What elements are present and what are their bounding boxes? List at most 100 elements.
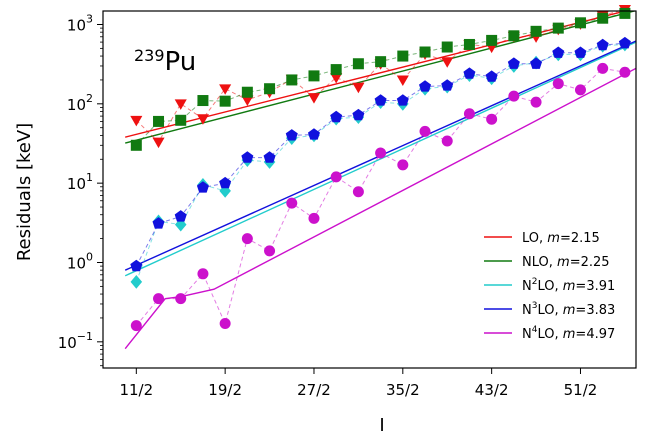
y-tick-label: 101 bbox=[67, 171, 93, 193]
data-point bbox=[174, 99, 187, 110]
data-point bbox=[152, 137, 165, 149]
data-point bbox=[508, 30, 520, 42]
data-point bbox=[419, 46, 431, 58]
data-point bbox=[374, 94, 387, 106]
data-point bbox=[619, 7, 631, 19]
data-point bbox=[330, 64, 342, 76]
data-point bbox=[264, 245, 276, 257]
x-tick-label: 51/2 bbox=[564, 381, 598, 399]
y-tick-label: 102 bbox=[67, 92, 93, 114]
data-point bbox=[219, 95, 231, 107]
data-point bbox=[397, 159, 409, 171]
data-point bbox=[130, 115, 143, 127]
data-point bbox=[330, 171, 342, 183]
data-point bbox=[618, 36, 631, 49]
fit-line bbox=[124, 41, 636, 277]
data-point bbox=[441, 79, 454, 91]
data-point bbox=[419, 80, 432, 92]
data-point bbox=[264, 83, 276, 95]
data-point bbox=[463, 108, 475, 120]
data-point bbox=[352, 186, 364, 198]
data-point bbox=[530, 96, 542, 108]
data-point bbox=[330, 110, 343, 123]
data-point bbox=[130, 139, 142, 151]
y-tick-label: 10−1 bbox=[58, 330, 93, 352]
data-point bbox=[197, 268, 209, 280]
data-point bbox=[486, 113, 498, 125]
data-point bbox=[219, 318, 231, 330]
data-point bbox=[263, 151, 276, 163]
data-point bbox=[486, 34, 498, 46]
data-point bbox=[552, 78, 564, 90]
data-point bbox=[153, 293, 165, 305]
data-point bbox=[130, 320, 142, 332]
data-point bbox=[197, 95, 209, 107]
data-point bbox=[175, 293, 187, 305]
fit-line bbox=[125, 11, 629, 138]
data-point bbox=[307, 128, 320, 140]
data-point bbox=[352, 58, 364, 70]
data-point bbox=[241, 86, 253, 98]
data-point bbox=[397, 50, 409, 62]
data-point bbox=[441, 41, 453, 53]
data-point bbox=[307, 93, 321, 104]
x-tick-label: 35/2 bbox=[386, 381, 420, 399]
data-point bbox=[507, 57, 520, 69]
data-point bbox=[596, 38, 609, 51]
data-point bbox=[419, 125, 431, 137]
data-point bbox=[130, 259, 143, 272]
legend-label: N3LO, m=3.83 bbox=[522, 301, 615, 318]
series-connector bbox=[135, 8, 626, 143]
y-tick-label: 103 bbox=[67, 12, 93, 34]
data-point bbox=[196, 181, 209, 193]
data-markers bbox=[130, 4, 631, 332]
data-point bbox=[508, 90, 520, 102]
data-point bbox=[597, 62, 609, 74]
data-point bbox=[375, 147, 387, 159]
data-point bbox=[485, 70, 498, 82]
data-point bbox=[574, 46, 587, 58]
data-point bbox=[352, 82, 365, 94]
data-point bbox=[375, 56, 387, 68]
legend-label: NLO, m=2.25 bbox=[522, 255, 610, 270]
data-point bbox=[396, 75, 409, 86]
data-point bbox=[441, 135, 453, 147]
data-point bbox=[574, 17, 586, 29]
data-point bbox=[241, 151, 254, 163]
x-axis-label: I bbox=[379, 415, 384, 432]
legend-label: N4LO, m=4.97 bbox=[522, 325, 615, 342]
data-point bbox=[152, 217, 165, 229]
fit-line bbox=[125, 11, 636, 144]
x-tick-label: 27/2 bbox=[297, 381, 331, 399]
data-point bbox=[330, 73, 343, 84]
plot-frame bbox=[102, 10, 637, 369]
data-point bbox=[175, 114, 187, 126]
legend-label: LO, m=2.15 bbox=[522, 231, 600, 246]
data-point bbox=[552, 46, 565, 58]
data-point bbox=[574, 84, 586, 96]
x-tick-label: 11/2 bbox=[119, 381, 153, 399]
data-point bbox=[530, 57, 543, 69]
data-point bbox=[153, 115, 165, 127]
data-point bbox=[597, 12, 609, 24]
isotope-annotation: 239Pu bbox=[134, 46, 196, 77]
x-tick-label: 19/2 bbox=[208, 381, 242, 399]
y-tick-label: 100 bbox=[67, 250, 93, 272]
y-axis-label: Residuals [keV] bbox=[14, 123, 35, 261]
data-point bbox=[241, 233, 253, 245]
data-point bbox=[308, 212, 320, 224]
data-point bbox=[130, 274, 143, 289]
data-point bbox=[286, 74, 298, 86]
data-point bbox=[463, 38, 475, 50]
data-point bbox=[241, 95, 254, 106]
data-point bbox=[285, 129, 298, 141]
data-point bbox=[396, 94, 409, 106]
data-point bbox=[441, 57, 454, 68]
data-point bbox=[219, 84, 232, 95]
data-point bbox=[463, 67, 476, 79]
data-point bbox=[552, 22, 564, 34]
data-point bbox=[308, 70, 320, 82]
data-point bbox=[286, 197, 298, 209]
data-point bbox=[196, 114, 209, 125]
